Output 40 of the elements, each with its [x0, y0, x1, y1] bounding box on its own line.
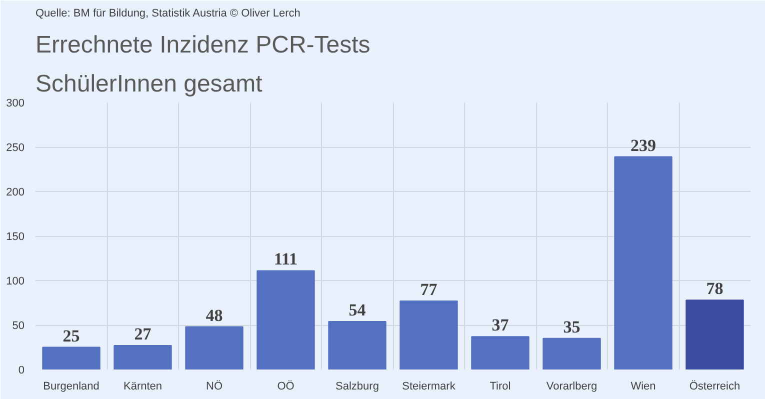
- y-tick-label: 150: [6, 231, 25, 243]
- data-label: 78: [706, 279, 724, 298]
- bar: [614, 156, 672, 370]
- y-tick-label: 0: [18, 364, 25, 376]
- data-label: 111: [274, 250, 298, 269]
- x-tick-label: Steiermark: [402, 380, 456, 392]
- y-tick-label: 300: [6, 98, 25, 110]
- y-tick-label: 250: [6, 142, 25, 154]
- data-label: 37: [492, 316, 510, 335]
- y-tick-label: 50: [12, 320, 25, 332]
- bar: [686, 300, 744, 370]
- bar: [328, 320, 386, 370]
- x-tick-label: Vorarlberg: [546, 380, 598, 392]
- chart-subtitle: SchülerInnen gesamt: [36, 70, 263, 98]
- bar: [114, 344, 172, 370]
- x-tick-label: Burgenland: [43, 380, 100, 392]
- y-tick-label: 200: [6, 186, 25, 198]
- bar: [400, 300, 458, 370]
- x-tick-label: Tirol: [490, 380, 511, 392]
- data-label: 25: [62, 326, 80, 346]
- x-tick-label: OÖ: [277, 380, 295, 392]
- source-note: Quelle: BM für Bildung, Statistik Austria © Oliver Lerch: [36, 8, 300, 20]
- data-label: 77: [420, 280, 438, 299]
- bar: [42, 346, 100, 370]
- data-label: 35: [563, 317, 580, 336]
- y-tick-label: 100: [6, 276, 25, 288]
- data-label: 48: [206, 306, 223, 325]
- x-tick-label: Kärnten: [123, 380, 162, 392]
- x-tick-label: Wien: [630, 380, 656, 392]
- data-label: 239: [630, 136, 656, 155]
- x-tick-label: NÖ: [206, 380, 223, 392]
- bar: [542, 338, 601, 370]
- chart-title: Errechnete Inzidenz PCR-Tests: [36, 32, 370, 58]
- bar: [256, 270, 315, 370]
- data-label: 27: [134, 324, 152, 344]
- x-tick-label: Österreich: [689, 380, 740, 392]
- x-tick-label: Salzburg: [336, 380, 379, 392]
- bar: [471, 336, 530, 370]
- data-label: 54: [348, 300, 366, 320]
- bar: [185, 326, 244, 370]
